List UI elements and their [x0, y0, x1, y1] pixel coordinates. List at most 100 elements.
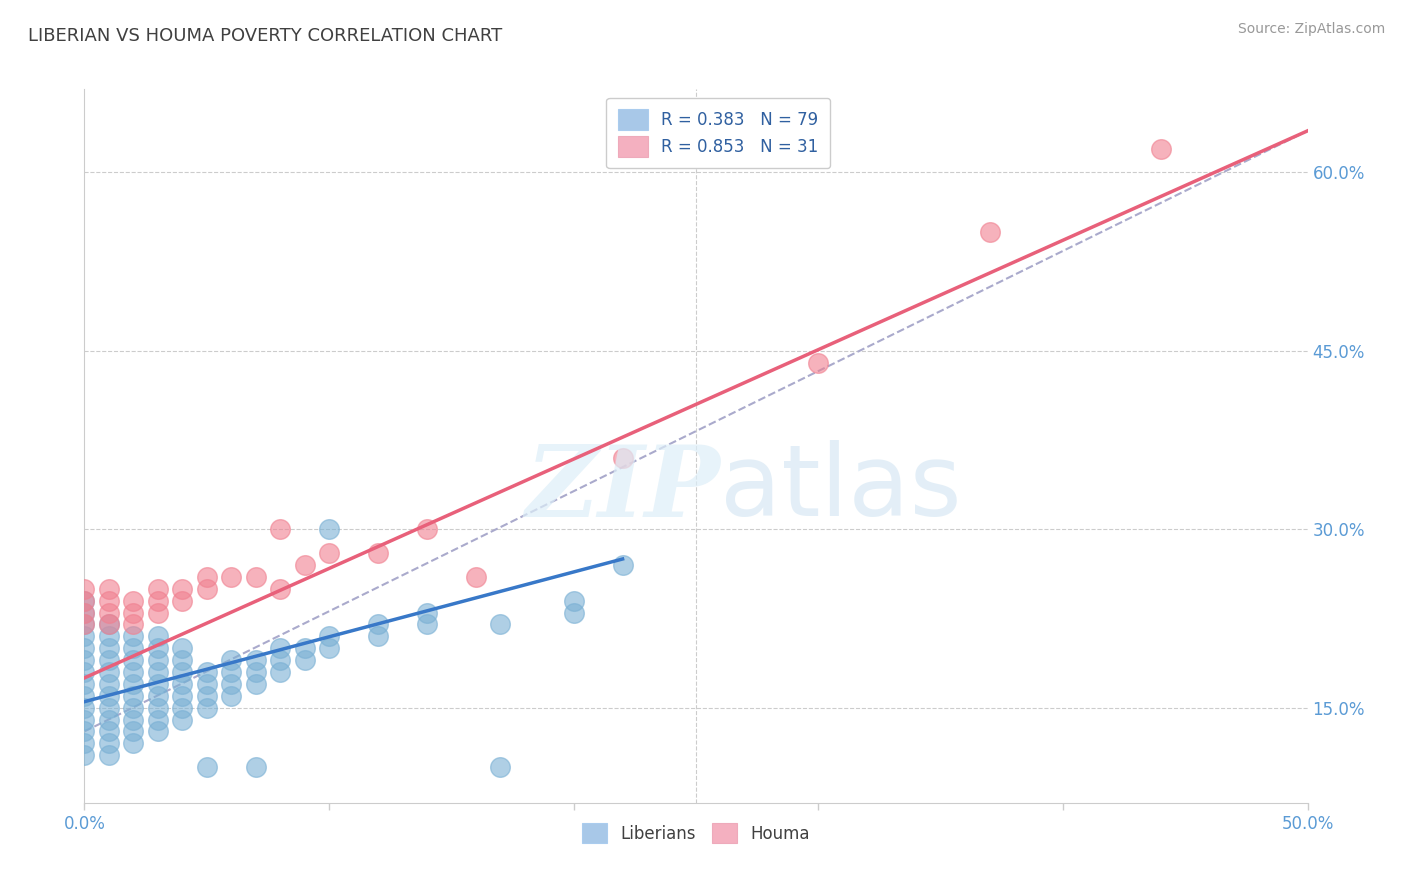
Point	[219, 677, 242, 691]
Point	[172, 665, 194, 679]
Text: atlas: atlas	[720, 441, 962, 537]
Point	[97, 736, 120, 750]
Point	[195, 760, 218, 774]
Point	[73, 748, 96, 763]
Point	[122, 641, 145, 656]
Point	[97, 689, 120, 703]
Point	[464, 570, 486, 584]
Point	[416, 522, 439, 536]
Point	[245, 570, 267, 584]
Point	[73, 617, 96, 632]
Point	[416, 606, 439, 620]
Point	[245, 677, 267, 691]
Point	[367, 617, 389, 632]
Point	[172, 593, 194, 607]
Point	[294, 558, 316, 572]
Point	[146, 689, 169, 703]
Point	[489, 617, 512, 632]
Point	[73, 641, 96, 656]
Point	[195, 677, 218, 691]
Point	[146, 629, 169, 643]
Point	[245, 665, 267, 679]
Point	[219, 689, 242, 703]
Point	[562, 606, 585, 620]
Point	[294, 641, 316, 656]
Point	[73, 629, 96, 643]
Point	[195, 689, 218, 703]
Point	[146, 606, 169, 620]
Point	[146, 593, 169, 607]
Point	[219, 665, 242, 679]
Point	[562, 593, 585, 607]
Text: ZIP: ZIP	[526, 441, 720, 537]
Point	[73, 617, 96, 632]
Point	[172, 713, 194, 727]
Point	[146, 713, 169, 727]
Text: Source: ZipAtlas.com: Source: ZipAtlas.com	[1237, 22, 1385, 37]
Point	[122, 629, 145, 643]
Point	[294, 653, 316, 667]
Point	[97, 629, 120, 643]
Point	[122, 653, 145, 667]
Point	[146, 724, 169, 739]
Point	[73, 593, 96, 607]
Point	[245, 760, 267, 774]
Point	[172, 653, 194, 667]
Point	[367, 629, 389, 643]
Point	[318, 546, 340, 560]
Point	[73, 606, 96, 620]
Point	[73, 689, 96, 703]
Point	[1150, 142, 1173, 156]
Point	[97, 713, 120, 727]
Point	[73, 606, 96, 620]
Point	[122, 677, 145, 691]
Point	[416, 617, 439, 632]
Point	[122, 606, 145, 620]
Point	[172, 700, 194, 714]
Point	[245, 653, 267, 667]
Point	[219, 653, 242, 667]
Point	[97, 748, 120, 763]
Point	[318, 522, 340, 536]
Point	[269, 665, 291, 679]
Point	[146, 641, 169, 656]
Point	[172, 641, 194, 656]
Point	[73, 665, 96, 679]
Point	[122, 665, 145, 679]
Point	[172, 582, 194, 596]
Point	[172, 689, 194, 703]
Point	[318, 629, 340, 643]
Point	[73, 653, 96, 667]
Point	[122, 689, 145, 703]
Point	[122, 713, 145, 727]
Legend: Liberians, Houma: Liberians, Houma	[574, 814, 818, 852]
Point	[97, 665, 120, 679]
Point	[195, 582, 218, 596]
Point	[97, 617, 120, 632]
Point	[146, 582, 169, 596]
Point	[146, 653, 169, 667]
Point	[807, 356, 830, 370]
Point	[367, 546, 389, 560]
Point	[97, 653, 120, 667]
Point	[97, 724, 120, 739]
Point	[979, 225, 1001, 239]
Point	[122, 724, 145, 739]
Point	[146, 665, 169, 679]
Point	[172, 677, 194, 691]
Point	[97, 582, 120, 596]
Point	[97, 700, 120, 714]
Point	[97, 617, 120, 632]
Point	[122, 700, 145, 714]
Point	[73, 582, 96, 596]
Point	[73, 736, 96, 750]
Point	[97, 641, 120, 656]
Point	[97, 677, 120, 691]
Point	[122, 736, 145, 750]
Point	[146, 700, 169, 714]
Point	[195, 570, 218, 584]
Point	[269, 653, 291, 667]
Point	[73, 713, 96, 727]
Point	[269, 582, 291, 596]
Point	[219, 570, 242, 584]
